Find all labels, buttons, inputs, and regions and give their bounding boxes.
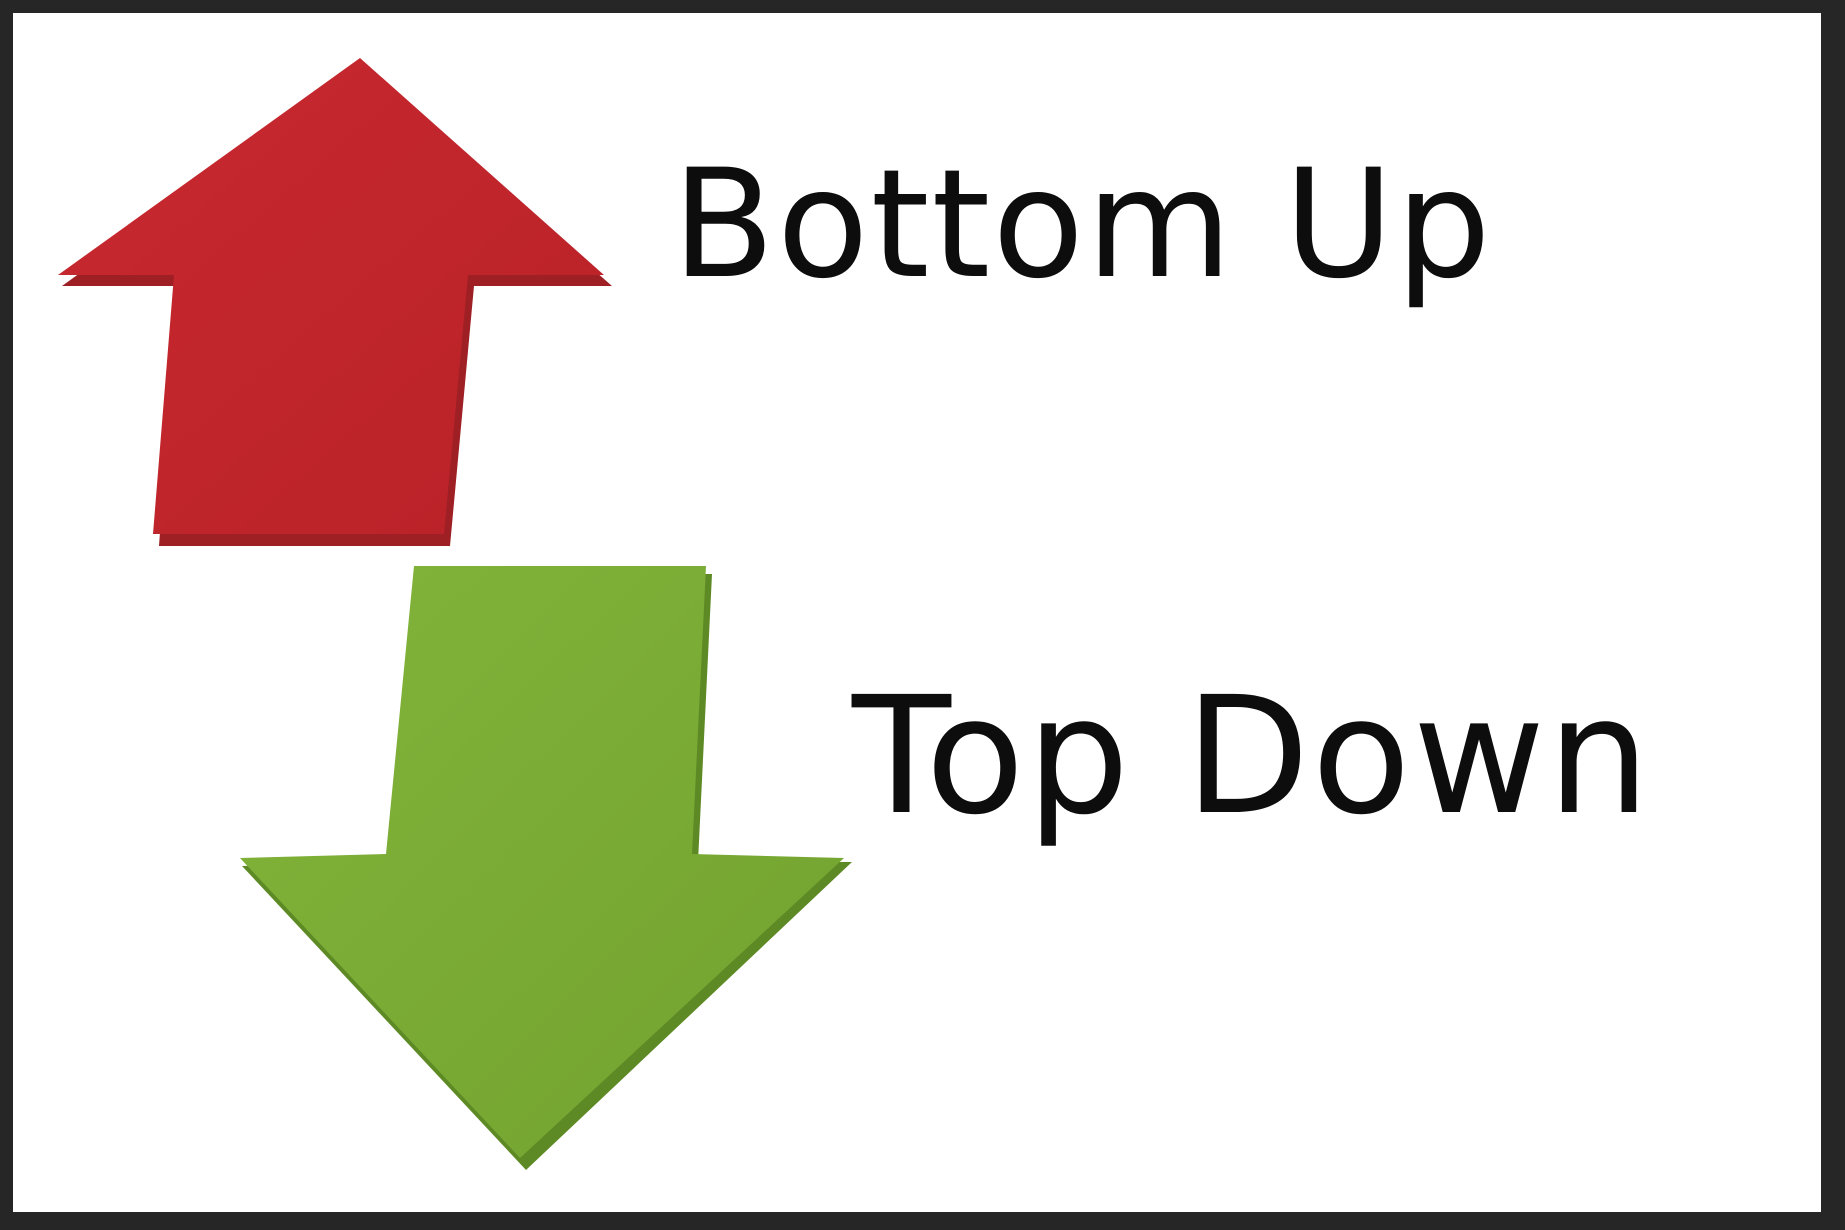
up-arrow-icon (58, 58, 612, 546)
top-down-label: Top Down (852, 663, 1652, 851)
down-arrow-icon (240, 566, 852, 1170)
bottom-up-label: Bottom Up (672, 138, 1493, 312)
